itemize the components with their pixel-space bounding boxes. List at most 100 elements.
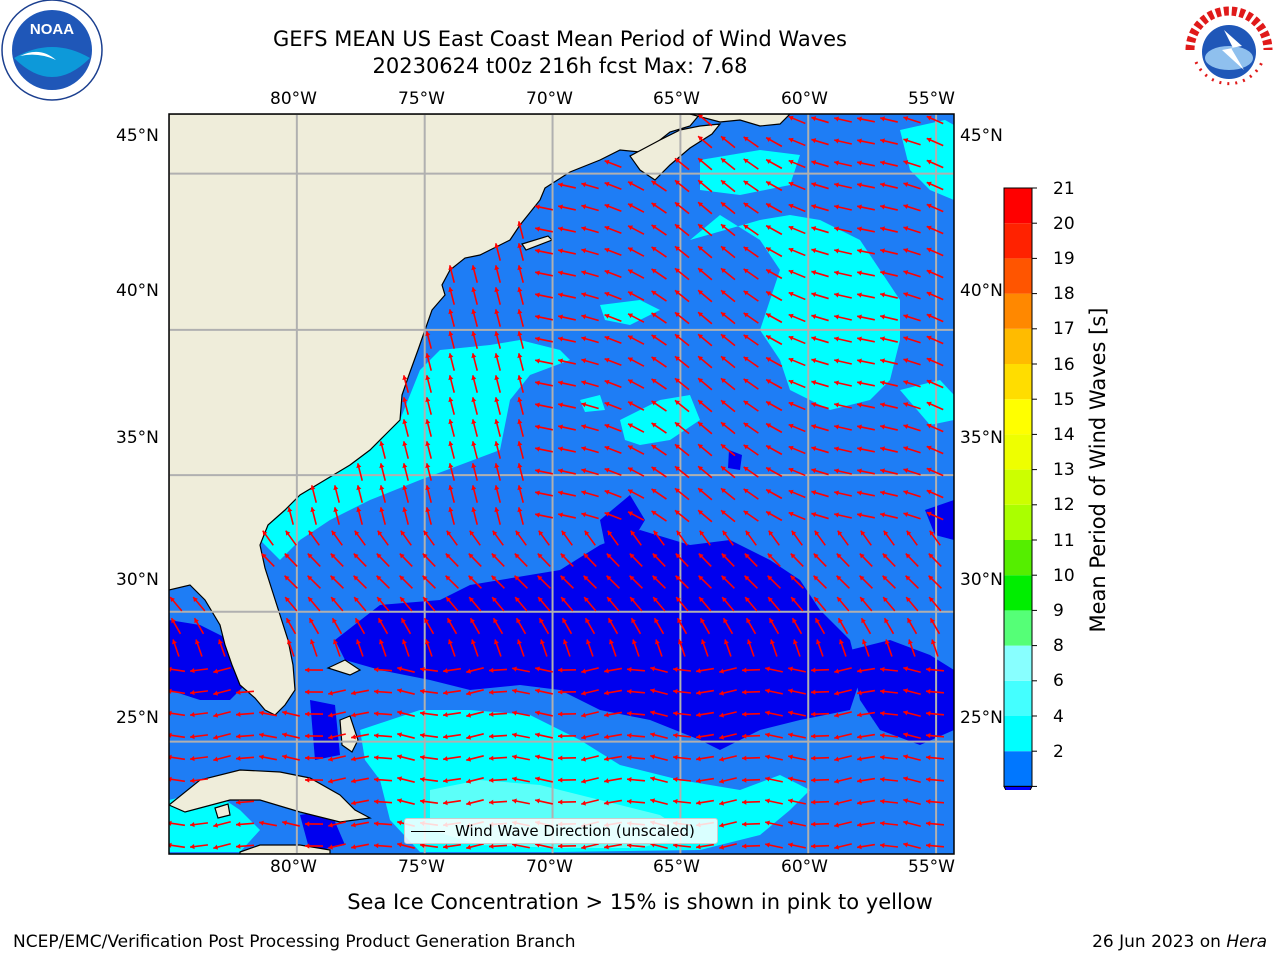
wave-direction-arrow xyxy=(811,270,829,278)
wave-direction-arrow xyxy=(811,204,829,212)
wave-direction-arrow xyxy=(788,776,806,783)
wave-direction-arrow xyxy=(471,397,479,415)
wave-direction-arrow xyxy=(262,530,274,546)
wave-direction-arrow xyxy=(765,180,783,192)
wave-direction-arrow xyxy=(560,552,574,568)
wave-direction-arrow xyxy=(650,776,668,784)
wave-direction-arrow xyxy=(494,397,502,415)
wave-direction-arrow xyxy=(307,575,321,589)
wave-direction-arrow xyxy=(512,798,530,805)
wave-direction-arrow xyxy=(676,617,688,635)
wave-direction-arrow xyxy=(213,689,231,696)
wave-direction-arrow xyxy=(903,270,921,278)
wave-direction-arrow xyxy=(834,182,852,189)
wave-direction-arrow xyxy=(788,313,806,323)
colorbar-segment xyxy=(1004,716,1032,752)
wave-direction-arrow xyxy=(373,755,393,761)
wave-direction-arrow xyxy=(926,489,944,499)
wave-direction-arrow xyxy=(535,248,553,255)
wave-direction-arrow xyxy=(446,617,458,635)
nws-logo xyxy=(1183,4,1275,96)
wave-direction-arrow xyxy=(218,639,226,657)
wave-direction-arrow xyxy=(765,688,783,695)
sea-ice-note: Sea Ice Concentration > 15% is shown in … xyxy=(347,890,933,914)
wave-direction-arrow xyxy=(788,357,806,367)
wave-direction-arrow xyxy=(353,552,367,568)
wave-direction-arrow xyxy=(720,311,736,325)
wave-direction-arrow xyxy=(926,357,944,367)
wave-direction-arrow xyxy=(213,755,231,762)
wave-direction-arrow xyxy=(788,688,806,695)
wave-direction-arrow xyxy=(512,732,530,739)
wave-direction-arrow xyxy=(442,689,462,696)
colorbar-tick-label: 14 xyxy=(1053,425,1075,445)
colorbar-tick-label: 21 xyxy=(1053,179,1075,199)
colorbar-under-extension xyxy=(1003,785,1033,790)
wave-direction-arrow xyxy=(697,399,713,413)
wave-direction-arrow xyxy=(626,776,646,783)
wave-direction-arrow xyxy=(859,575,873,589)
wave-direction-arrow xyxy=(765,754,783,761)
wave-direction-arrow xyxy=(494,331,502,349)
wave-direction-arrow xyxy=(882,575,896,589)
plot-title: GEFS MEAN US East Coast Mean Period of W… xyxy=(273,27,847,51)
land-us-east xyxy=(169,114,701,716)
wave-direction-arrow xyxy=(169,596,183,612)
wave-direction-arrow xyxy=(744,596,758,612)
wave-direction-arrow xyxy=(471,485,479,503)
wave-direction-arrow xyxy=(399,575,413,589)
wave-direction-arrow xyxy=(788,379,806,389)
wave-direction-arrow xyxy=(906,617,918,635)
wave-direction-arrow xyxy=(535,380,553,387)
wave-direction-arrow xyxy=(558,402,576,409)
wave-direction-arrow xyxy=(448,485,456,503)
wave-direction-arrow xyxy=(328,777,346,784)
wave-direction-arrow xyxy=(925,689,945,695)
wave-direction-arrow xyxy=(699,617,711,635)
wave-direction-arrow xyxy=(834,358,852,365)
wave-direction-arrow xyxy=(537,552,551,568)
wave-direction-arrow xyxy=(883,530,895,546)
wave-direction-arrow xyxy=(697,443,713,457)
wave-direction-arrow xyxy=(419,710,439,716)
wave-direction-arrow xyxy=(603,755,623,762)
wave-direction-arrow xyxy=(862,639,870,657)
lon-label-bottom: 55°W xyxy=(908,857,955,877)
wave-direction-arrow xyxy=(328,689,346,696)
wave-direction-arrow xyxy=(512,754,530,761)
wave-direction-arrow xyxy=(765,378,783,390)
wave-direction-arrow xyxy=(903,820,921,827)
wave-direction-arrow xyxy=(651,510,667,522)
wave-direction-arrow xyxy=(282,754,300,761)
wave-direction-arrow xyxy=(607,617,619,635)
colorbar-frame xyxy=(1003,187,1033,787)
wave-direction-arrow xyxy=(788,710,806,717)
wave-direction-arrow xyxy=(448,331,456,349)
wave-direction-arrow xyxy=(354,530,366,546)
wave-direction-arrow xyxy=(235,755,255,761)
wave-direction-arrow xyxy=(903,160,921,168)
wave-direction-arrow xyxy=(856,843,876,850)
wave-direction-arrow xyxy=(765,466,783,478)
wave-direction-arrow xyxy=(834,512,852,519)
wave-direction-arrow xyxy=(674,245,690,259)
wave-direction-arrow xyxy=(903,424,921,432)
wave-direction-arrow xyxy=(674,311,690,325)
wave-direction-arrow xyxy=(304,733,324,739)
wave-direction-arrow xyxy=(903,380,921,388)
wave-direction-arrow xyxy=(423,530,435,546)
wave-direction-arrow xyxy=(880,358,898,365)
wave-direction-arrow xyxy=(331,530,343,546)
wave-direction-arrow xyxy=(581,226,599,234)
wave-direction-arrow xyxy=(189,690,209,696)
wave-direction-arrow xyxy=(765,312,783,324)
wave-direction-arrow xyxy=(351,843,369,850)
colorbar-segment xyxy=(1004,469,1032,505)
wave-direction-arrow xyxy=(397,754,415,761)
wave-direction-arrow xyxy=(170,617,182,635)
wave-direction-arrow xyxy=(860,617,872,635)
wave-direction-arrow xyxy=(834,116,852,123)
wave-direction-arrow xyxy=(557,711,577,717)
wave-direction-arrow xyxy=(308,617,320,635)
wave-direction-arrow xyxy=(743,136,759,148)
